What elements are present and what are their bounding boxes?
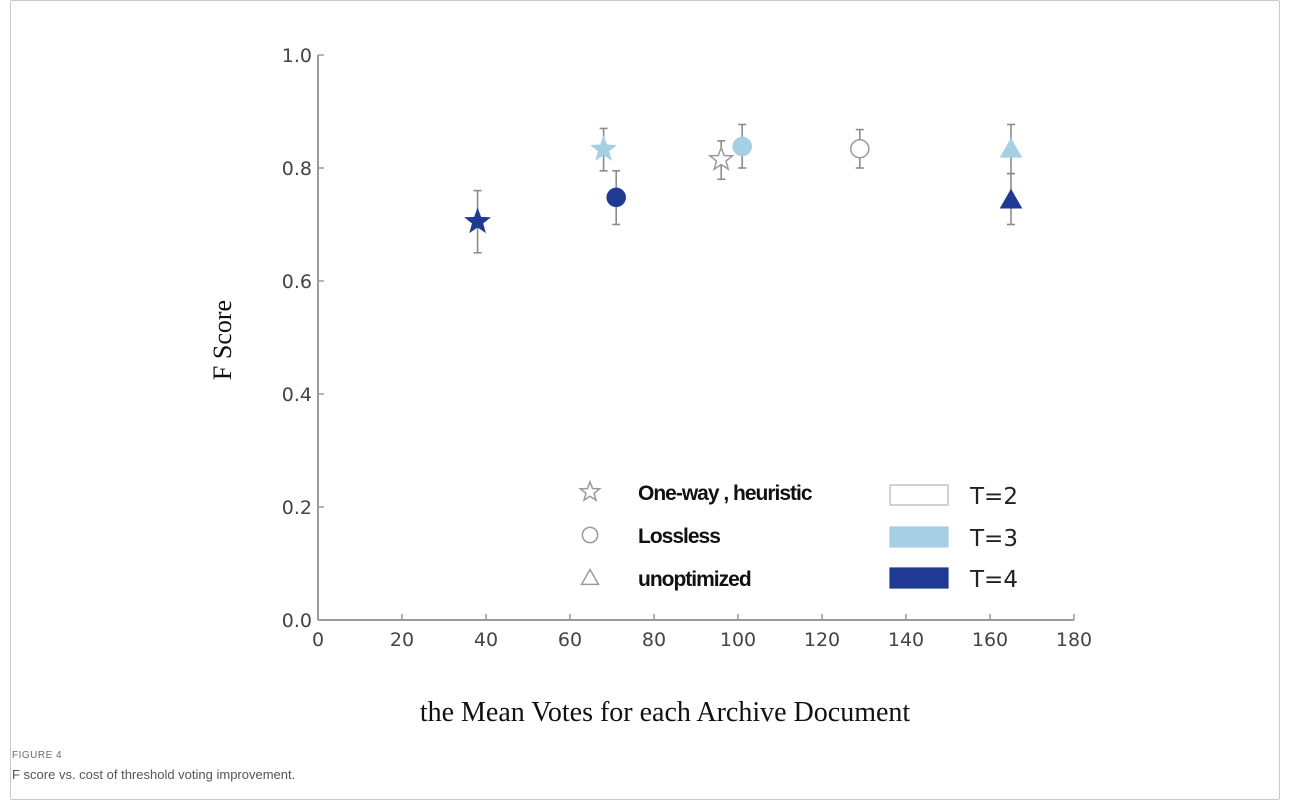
y-tick-label: 0.8	[282, 158, 312, 180]
data-point-triangle	[999, 137, 1023, 158]
legend-color-swatch	[889, 526, 949, 548]
y-tick-label: 0.2	[282, 497, 312, 519]
legend-color-label: T=4	[969, 567, 1018, 593]
legend-color-label: T=3	[969, 526, 1018, 552]
y-axis-label: F Score	[208, 300, 237, 380]
legend-marker-label: Lossless	[638, 525, 720, 548]
data-point-circle	[850, 139, 870, 159]
legend-triangle-icon	[580, 567, 600, 586]
x-tick-label: 60	[558, 629, 582, 651]
data-point-triangle	[999, 188, 1023, 209]
y-tick-label: 1.0	[282, 45, 312, 67]
x-tick-label: 140	[888, 629, 924, 651]
x-tick-label: 160	[972, 629, 1008, 651]
x-tick-label: 20	[390, 629, 414, 651]
legend-marker-label: One-way , heuristic	[638, 482, 813, 505]
legend-color-swatch	[889, 484, 949, 506]
data-points	[464, 123, 1023, 254]
axes	[317, 55, 1074, 621]
legend: One-way , heuristic Lossless unoptimized T=…	[578, 479, 1018, 593]
y-tick-label: 0.0	[282, 610, 312, 632]
y-tick-label: 0.4	[282, 384, 312, 406]
y-tick-label: 0.6	[282, 271, 312, 293]
figure-caption: F score vs. cost of threshold voting imp…	[12, 767, 296, 782]
figure-frame	[10, 0, 1280, 800]
legend-star-icon	[578, 479, 602, 503]
x-tick-label: 120	[804, 629, 840, 651]
x-tick-label: 40	[474, 629, 498, 651]
legend-marker-label: unoptimized	[638, 568, 751, 591]
x-tick-label: 100	[720, 629, 756, 651]
x-tick-label: 0	[312, 629, 324, 651]
scatter-chart: 0 20 40 60 80 100 120 140 160 180 0.0 0.2 0.4 0.6 0.8 1…	[208, 45, 1092, 728]
data-point-circle	[732, 136, 752, 157]
data-point-star	[590, 135, 618, 161]
data-point-circle	[606, 187, 626, 208]
legend-color-label: T=2	[969, 484, 1018, 510]
data-point-star	[707, 145, 735, 171]
legend-color-swatch	[889, 567, 949, 589]
ticks: 0 20 40 60 80 100 120 140 160 180 0.0 0.2 0.4 0.6 0.8 1…	[282, 45, 1092, 651]
x-tick-label: 80	[642, 629, 666, 651]
x-tick-label: 180	[1056, 629, 1092, 651]
figure-number: FIGURE 4	[12, 750, 63, 761]
legend-circle-icon	[581, 526, 599, 544]
x-axis-label: the Mean Votes for each Archive Document	[420, 697, 911, 728]
data-point-star	[464, 207, 492, 234]
